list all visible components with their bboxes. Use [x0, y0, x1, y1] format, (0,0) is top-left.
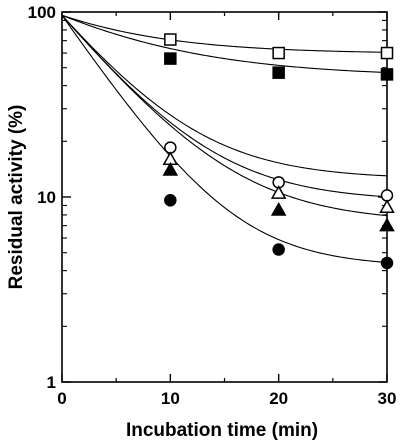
fit-curve-open-square: [61, 14, 388, 53]
data-point-filled-circle: [164, 194, 177, 207]
data-point-open-square: [164, 33, 177, 46]
axes: 0 10 20 30 1 10 100: [28, 3, 397, 408]
data-point-filled-circle: [272, 243, 285, 256]
data-point-open-square: [380, 46, 394, 60]
data-points: [162, 33, 395, 270]
data-point-filled-triangle: [379, 217, 395, 232]
data-point-open-square: [272, 46, 285, 60]
data-point-filled-triangle: [162, 161, 179, 176]
x-tick-label: 20: [269, 389, 288, 408]
x-axis-label: Incubation time (min): [126, 420, 318, 441]
data-point-open-triangle: [270, 185, 287, 199]
data-point-filled-circle: [380, 256, 394, 270]
fit-curve-open-triangle: [61, 14, 388, 198]
y-tick-label: 1: [47, 373, 56, 392]
data-point-filled-square: [272, 66, 285, 79]
data-point-filled-triangle: [270, 202, 287, 216]
x-tick-label: 10: [161, 389, 180, 408]
fit-curve-filled-square: [61, 14, 388, 74]
x-tick-label: 0: [57, 389, 66, 408]
fit-curve-filled-triangle: [61, 14, 388, 217]
fit-curve-filled-circle: [61, 14, 388, 264]
axis-labels: Incubation time (min) Residual activity …: [6, 105, 318, 441]
data-point-filled-square: [164, 52, 177, 65]
data-point-open-triangle: [379, 199, 395, 214]
data-point-filled-square: [380, 68, 394, 81]
fit-curve-open-circle: [61, 14, 388, 177]
y-tick-label: 100: [28, 3, 56, 22]
fit-curves: [61, 14, 388, 264]
y-axis-label: Residual activity (%): [6, 105, 27, 290]
x-tick-label: 30: [378, 389, 397, 408]
y-tick-label: 10: [37, 188, 56, 207]
